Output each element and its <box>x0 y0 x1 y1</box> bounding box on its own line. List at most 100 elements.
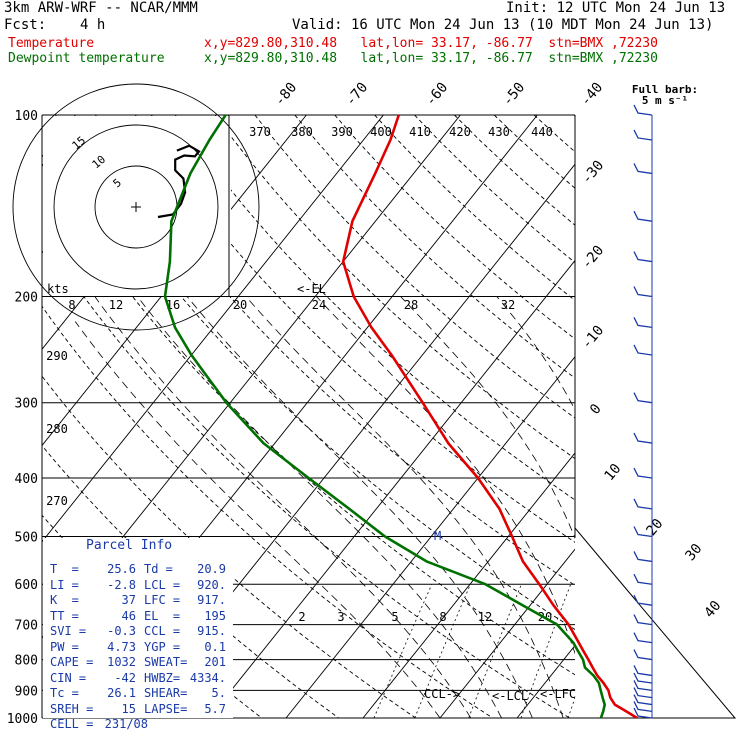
pressure-tick-label: 400 <box>15 472 38 487</box>
parcel-label: K = <box>50 593 79 607</box>
mixing-ratio-label: 5 <box>391 610 398 624</box>
isotherm-label: -80 <box>272 80 301 110</box>
moist-adiabat-line <box>496 296 575 411</box>
parcel-value: -2.8 <box>107 577 136 592</box>
mixing-ratio-label: 3 <box>337 610 344 624</box>
parcel-value: 37 <box>121 593 136 607</box>
theta-label: 270 <box>46 494 68 508</box>
hodograph-axis-label: 12 <box>109 298 123 312</box>
wind-barb <box>633 467 653 479</box>
parcel-label: YGP = <box>144 639 181 654</box>
wind-barb <box>633 649 653 661</box>
wind-barb-subtitle: 5 m s⁻¹ <box>642 94 688 107</box>
level-marker-label: M <box>434 529 441 543</box>
dry-adiabat-line <box>42 234 570 718</box>
dry-adiabat-line <box>334 115 575 340</box>
parcel-label: SWEAT= <box>144 655 188 669</box>
isotherm-label: 30 <box>682 541 705 564</box>
valid-time: Valid: 16 UTC Mon 24 Jun 13 (10 MDT Mon … <box>292 17 714 33</box>
parcel-label: SVI = <box>50 624 87 638</box>
wind-barb <box>633 701 653 713</box>
init-time: Init: 12 UTC Mon 24 Jun 13 <box>506 0 726 16</box>
parcel-value: 920. <box>197 577 226 592</box>
wind-barb <box>633 104 653 116</box>
parcel-value: -0.3 <box>107 624 136 638</box>
level-marker-label: CCL-> <box>424 687 460 701</box>
hodograph-axis-label: 24 <box>312 298 326 312</box>
parcel-value: -42 <box>114 670 136 685</box>
parcel-label: SREH = <box>50 701 94 716</box>
wind-barb <box>633 614 653 626</box>
wind-barb <box>633 687 653 699</box>
dry-adiabat-line <box>493 115 575 189</box>
theta-label: 430 <box>488 125 510 139</box>
parcel-value: 46 <box>121 608 136 623</box>
parcel-value: 4334. <box>189 670 226 685</box>
pressure-tick-label: 1000 <box>7 712 38 727</box>
hodograph-axis-label: 8 <box>68 298 75 312</box>
pressure-tick-label: 700 <box>15 619 38 634</box>
isotherm-label: -20 <box>579 243 608 273</box>
parcel-label: TT = <box>50 608 79 623</box>
hodograph-group <box>12 83 260 331</box>
isotherm-label: 10 <box>601 461 624 484</box>
moist-adiabat-line <box>74 321 441 718</box>
wind-barb <box>633 680 653 692</box>
hodograph-axis-label: 20 <box>233 298 247 312</box>
parcel-value: 195 <box>204 608 226 623</box>
hodograph-ring <box>53 124 219 290</box>
wind-barb <box>633 573 653 585</box>
isotherm-label: -10 <box>579 323 608 353</box>
hodograph-axis-label: 28 <box>404 298 418 312</box>
wind-barb <box>633 251 653 263</box>
parcel-label: LFC = <box>144 593 181 607</box>
theta-label: 290 <box>46 349 68 363</box>
dry-adiabat-line <box>55 115 575 631</box>
theta-label: 280 <box>46 422 68 436</box>
wind-barb <box>633 665 653 677</box>
parcel-label: EL = <box>144 608 181 623</box>
pressure-tick-label: 500 <box>15 530 38 545</box>
moist-adiabat-line <box>316 296 575 655</box>
wind-barb-title: Full barb: <box>632 83 698 96</box>
isotherm-label: 40 <box>701 598 724 621</box>
theta-label: 390 <box>331 125 353 139</box>
moist-adiabat-line <box>400 296 575 539</box>
hodograph-trace <box>157 144 201 219</box>
pressure-tick-label: 200 <box>15 291 38 306</box>
parcel-value: 4.73 <box>107 639 136 654</box>
isotherm-label: -70 <box>343 80 372 110</box>
parcel-value: 5.7 <box>204 701 226 716</box>
theta-label: 410 <box>409 125 431 139</box>
sounding-traces <box>163 115 638 718</box>
parcel-value: 0.1 <box>204 639 226 654</box>
isotherm-line <box>671 115 740 718</box>
level-marker-label: <-EL <box>297 282 326 296</box>
parcel-value: 5. <box>211 686 226 700</box>
dry-adiabat-line <box>374 115 575 301</box>
parcel-label: Td = <box>144 562 173 576</box>
moist-adiabat-line <box>678 297 717 719</box>
legend-dewpoint-name: Dewpoint temperature <box>8 51 165 66</box>
isotherm-line <box>362 452 575 718</box>
parcel-value: 20.9 <box>197 562 226 576</box>
level-marker-label: <-LCL <box>492 689 528 703</box>
parcel-info-background <box>43 538 233 718</box>
parcel-label: LAPSE= <box>144 701 188 716</box>
wind-barb <box>633 129 653 141</box>
wind-barb <box>633 163 653 175</box>
dry-adiabat-line <box>254 115 575 419</box>
legend-temperature-name: Temperature <box>8 36 95 51</box>
wind-barb <box>633 286 653 298</box>
wind-barb <box>633 432 653 444</box>
wind-barb <box>633 210 653 222</box>
mixing-ratio-line <box>373 584 433 718</box>
level-marker-label: <-LFC <box>540 687 576 701</box>
isotherm-label: -30 <box>579 158 608 188</box>
pressure-tick-label: 900 <box>15 684 38 699</box>
parcel-label: CAPE = <box>50 655 94 669</box>
moist-adiabat-line <box>245 296 564 718</box>
parcel-value: 25.6 <box>107 562 136 576</box>
mixing-ratio-label: 12 <box>478 610 492 624</box>
